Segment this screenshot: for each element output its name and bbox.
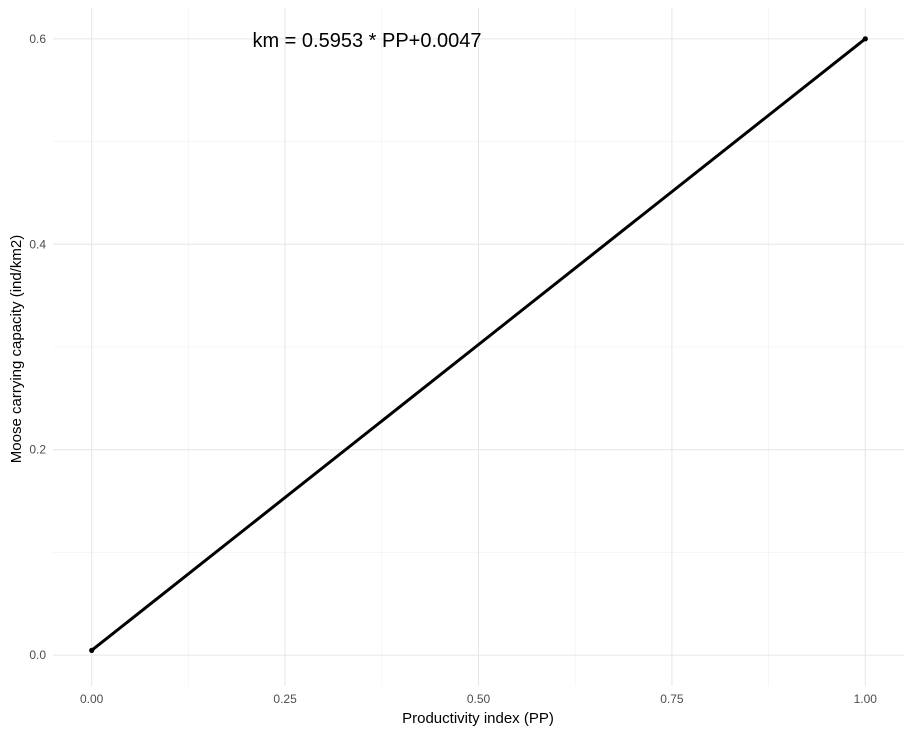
x-axis-tick-labels: 0.00 0.25 0.50 0.75 1.00 [80, 692, 877, 706]
y-tick-label: 0.2 [29, 443, 46, 457]
y-tick-label: 0.6 [29, 32, 46, 46]
y-tick-label: 0.4 [29, 237, 46, 251]
x-tick-label: 0.50 [467, 692, 491, 706]
series-line [90, 37, 867, 652]
data-point [862, 36, 868, 42]
x-tick-label: 0.00 [80, 692, 104, 706]
x-tick-label: 1.00 [854, 692, 878, 706]
grid-major-lines [53, 8, 904, 686]
y-axis-title: Moose carrying capacity (ind/km2) [8, 235, 25, 463]
y-tick-label: 0.0 [29, 648, 46, 662]
x-tick-label: 0.25 [273, 692, 297, 706]
equation-annotation: km = 0.5953 * PP+0.0047 [252, 30, 481, 52]
data-point [89, 647, 95, 653]
x-axis-title: Productivity index (PP) [402, 710, 554, 727]
x-tick-label: 0.75 [660, 692, 684, 706]
series-layer [89, 36, 868, 653]
y-axis-tick-labels: 0.0 0.2 0.4 0.6 [29, 32, 46, 662]
